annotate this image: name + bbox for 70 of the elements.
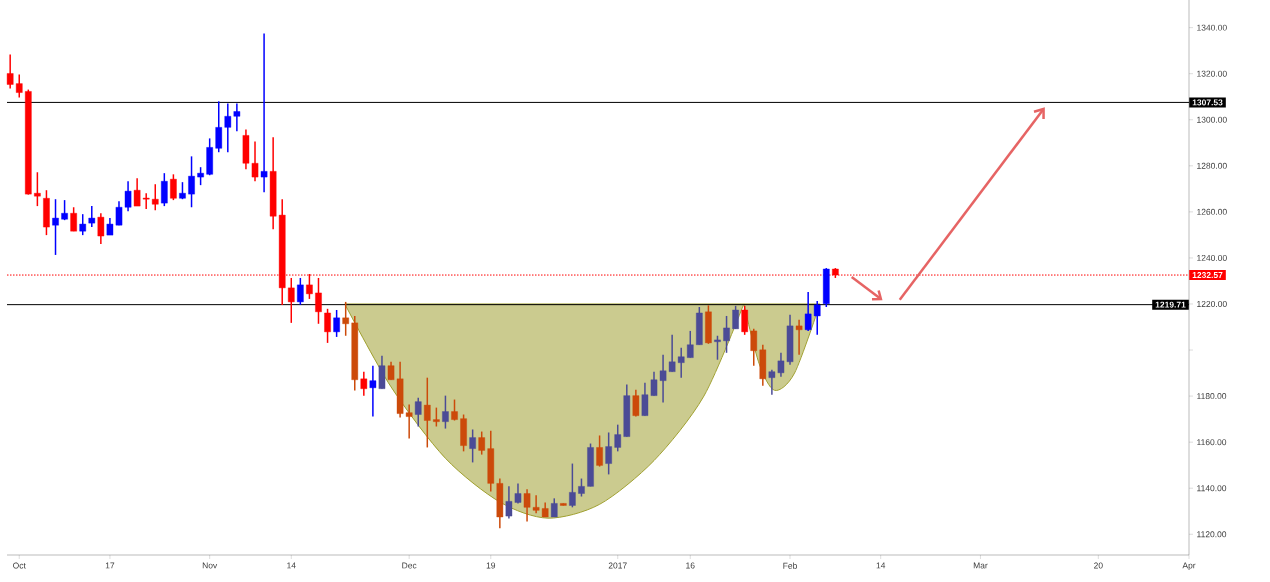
candlestick (605, 431, 612, 476)
x-tick-label: 20 (1094, 562, 1103, 569)
candlestick (795, 319, 803, 356)
candlestick (378, 355, 386, 390)
candlestick (88, 205, 96, 228)
x-tick-label: Oct (13, 562, 26, 569)
candlestick (215, 100, 223, 153)
candlestick (34, 171, 41, 207)
candlestick (424, 376, 431, 449)
candlestick (750, 328, 758, 367)
candlestick (723, 315, 730, 354)
x-tick-label: Nov (202, 562, 218, 569)
candlestick (632, 388, 640, 418)
y-tick-label: 1220.00 (1197, 300, 1227, 307)
candlestick (469, 428, 476, 464)
y-tick-label: 1140.00 (1197, 485, 1227, 492)
candlestick (188, 155, 195, 209)
candlestick (442, 394, 449, 430)
y-tick-label: 1280.00 (1197, 162, 1227, 169)
candlestick (315, 277, 322, 325)
candlestick (342, 301, 349, 337)
x-tick-label: Apr (1182, 562, 1196, 571)
candlestick (6, 53, 14, 90)
candlestick (70, 206, 77, 232)
x-tick-label: Mar (973, 562, 988, 569)
candlestick (741, 305, 748, 336)
candlestick (451, 398, 458, 422)
x-tick-label: Feb (783, 562, 797, 569)
x-tick-label: 14 (876, 562, 886, 569)
candlestick (97, 212, 105, 245)
candlestick (550, 497, 558, 518)
candlestick (686, 330, 694, 359)
candlestick (52, 198, 59, 256)
candlestick (333, 309, 340, 338)
candlestick (369, 364, 377, 418)
candlestick (414, 396, 422, 428)
candlestick (732, 305, 739, 330)
y-tick-label: 1180.00 (1197, 393, 1227, 400)
y-tick-label: 1300.00 (1197, 116, 1227, 123)
candlestick (161, 172, 168, 207)
y-tick-label: 1320.00 (1197, 70, 1227, 77)
y-tick-label: 1260.00 (1197, 208, 1227, 215)
ref-line-label: 1232.57 (1192, 272, 1223, 279)
candlestick (569, 462, 576, 509)
x-tick-label: 2017 (608, 562, 627, 569)
x-tick-label: 14 (287, 562, 296, 569)
candlestick (360, 370, 368, 397)
candlestick (260, 32, 268, 194)
y-tick-label: 1240.00 (1197, 254, 1227, 261)
candlestick (614, 423, 622, 453)
candlestick (151, 183, 159, 211)
x-tick-label: 16 (686, 562, 695, 569)
y-tick-label: 1340.00 (1197, 24, 1227, 31)
y-tick-label: 1160.00 (1197, 439, 1227, 446)
candlestick (170, 173, 177, 201)
candlestick (714, 335, 721, 361)
x-tick-label: Dec (402, 562, 417, 569)
candlestick (433, 406, 440, 428)
x-tick-label: 19 (486, 562, 496, 569)
candlestick (596, 434, 603, 468)
candlestick (478, 430, 485, 456)
candlestick (288, 277, 295, 324)
y-tick-label: 1120.00 (1197, 531, 1227, 538)
candlestick (297, 277, 304, 306)
candlestick (324, 308, 331, 344)
ref-line-label: 1307.53 (1192, 99, 1223, 106)
candlestick (15, 73, 23, 99)
x-tick-label: 17 (105, 562, 115, 569)
candlestick (79, 213, 86, 236)
ref-line-label: 1219.71 (1155, 301, 1186, 308)
